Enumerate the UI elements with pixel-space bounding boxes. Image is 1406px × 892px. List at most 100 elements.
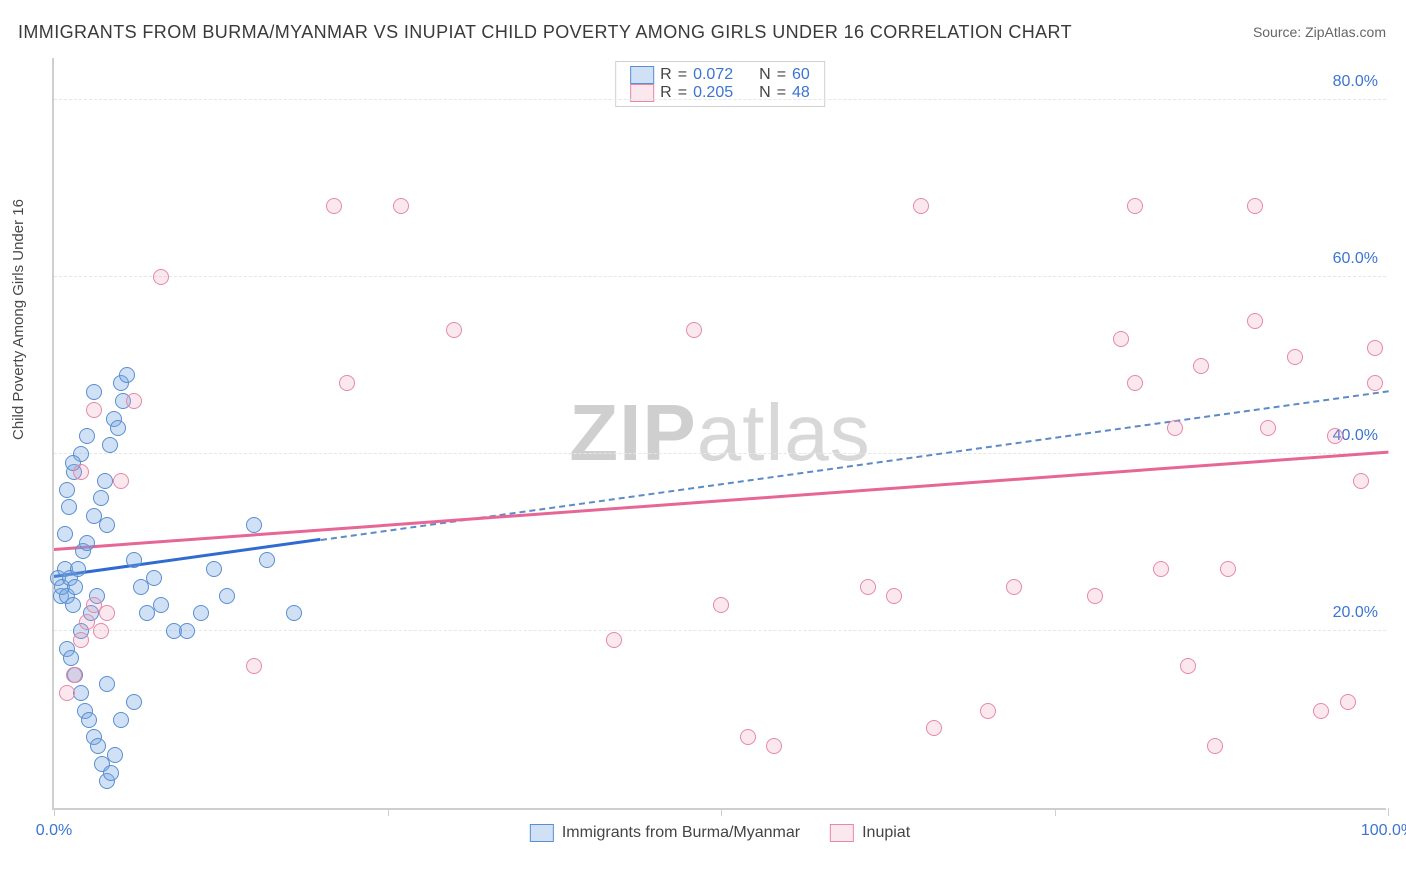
data-point (79, 428, 95, 444)
data-point (99, 605, 115, 621)
x-tick-label: 100.0% (1361, 822, 1406, 840)
data-point (146, 570, 162, 586)
data-point (1260, 420, 1276, 436)
data-point (766, 738, 782, 754)
data-point (179, 623, 195, 639)
eq-sign: = (678, 66, 687, 84)
n-value-blue: 60 (792, 66, 810, 84)
data-point (1153, 561, 1169, 577)
data-point (113, 473, 129, 489)
data-point (119, 367, 135, 383)
chart-title: IMMIGRANTS FROM BURMA/MYANMAR VS INUPIAT… (18, 22, 1072, 43)
data-point (913, 198, 929, 214)
data-point (1087, 588, 1103, 604)
data-point (102, 437, 118, 453)
data-point (86, 402, 102, 418)
data-point (63, 650, 79, 666)
data-point (1127, 198, 1143, 214)
data-point (61, 499, 77, 515)
data-point (59, 482, 75, 498)
data-point (73, 464, 89, 480)
data-point (1006, 579, 1022, 595)
data-point (886, 588, 902, 604)
watermark-light: atlas (697, 388, 871, 477)
source-name: ZipAtlas.com (1305, 24, 1386, 40)
eq-sign: = (777, 66, 786, 84)
data-point (286, 605, 302, 621)
n-label: N (759, 66, 771, 84)
swatch-blue-icon (530, 824, 554, 842)
data-point (713, 597, 729, 613)
legend-label-blue: Immigrants from Burma/Myanmar (562, 824, 800, 842)
data-point (1193, 358, 1209, 374)
data-point (126, 552, 142, 568)
gridline (54, 630, 1386, 631)
legend-label-pink: Inupiat (862, 824, 910, 842)
r-value-blue: 0.072 (693, 66, 733, 84)
swatch-blue-icon (630, 66, 654, 84)
y-tick-label: 20.0% (1331, 604, 1380, 622)
data-point (79, 535, 95, 551)
data-point (103, 765, 119, 781)
data-point (113, 712, 129, 728)
scatter-plot-area: ZIPatlas R = 0.072 N = 60 R = 0.205 N = … (52, 58, 1386, 810)
data-point (1167, 420, 1183, 436)
data-point (326, 198, 342, 214)
data-point (1127, 375, 1143, 391)
gridline (54, 276, 1386, 277)
r-label: R (660, 66, 672, 84)
x-tick-label: 0.0% (36, 822, 72, 840)
data-point (99, 676, 115, 692)
legend-item-pink: Inupiat (830, 824, 910, 842)
data-point (206, 561, 222, 577)
data-point (193, 605, 209, 621)
y-tick-label: 60.0% (1331, 250, 1380, 268)
data-point (860, 579, 876, 595)
data-point (1113, 331, 1129, 347)
data-point (1313, 703, 1329, 719)
data-point (59, 685, 75, 701)
data-point (93, 490, 109, 506)
source-prefix: Source: (1253, 24, 1305, 40)
data-point (73, 632, 89, 648)
data-point (65, 597, 81, 613)
swatch-pink-icon (830, 824, 854, 842)
data-point (980, 703, 996, 719)
data-point (606, 632, 622, 648)
x-tick-mark (54, 808, 55, 816)
data-point (1247, 198, 1263, 214)
data-point (246, 658, 262, 674)
data-point (446, 322, 462, 338)
x-tick-mark (721, 808, 722, 816)
data-point (1220, 561, 1236, 577)
stats-legend-row-blue: R = 0.072 N = 60 (630, 66, 810, 84)
data-point (90, 738, 106, 754)
gridline (54, 453, 1386, 454)
data-point (1327, 428, 1343, 444)
x-tick-mark (1388, 808, 1389, 816)
data-point (740, 729, 756, 745)
data-point (686, 322, 702, 338)
data-point (66, 667, 82, 683)
data-point (219, 588, 235, 604)
x-tick-mark (388, 808, 389, 816)
gridline (54, 99, 1386, 100)
data-point (1247, 313, 1263, 329)
data-point (99, 517, 115, 533)
data-point (86, 384, 102, 400)
data-point (70, 561, 86, 577)
data-point (1367, 340, 1383, 356)
data-point (81, 712, 97, 728)
data-point (926, 720, 942, 736)
data-point (97, 473, 113, 489)
data-point (393, 198, 409, 214)
series-legend: Immigrants from Burma/Myanmar Inupiat (530, 824, 910, 842)
y-tick-label: 80.0% (1331, 73, 1380, 91)
data-point (126, 393, 142, 409)
data-point (339, 375, 355, 391)
data-point (93, 623, 109, 639)
watermark-bold: ZIP (569, 388, 696, 477)
x-tick-mark (1055, 808, 1056, 816)
data-point (1367, 375, 1383, 391)
data-point (57, 526, 73, 542)
